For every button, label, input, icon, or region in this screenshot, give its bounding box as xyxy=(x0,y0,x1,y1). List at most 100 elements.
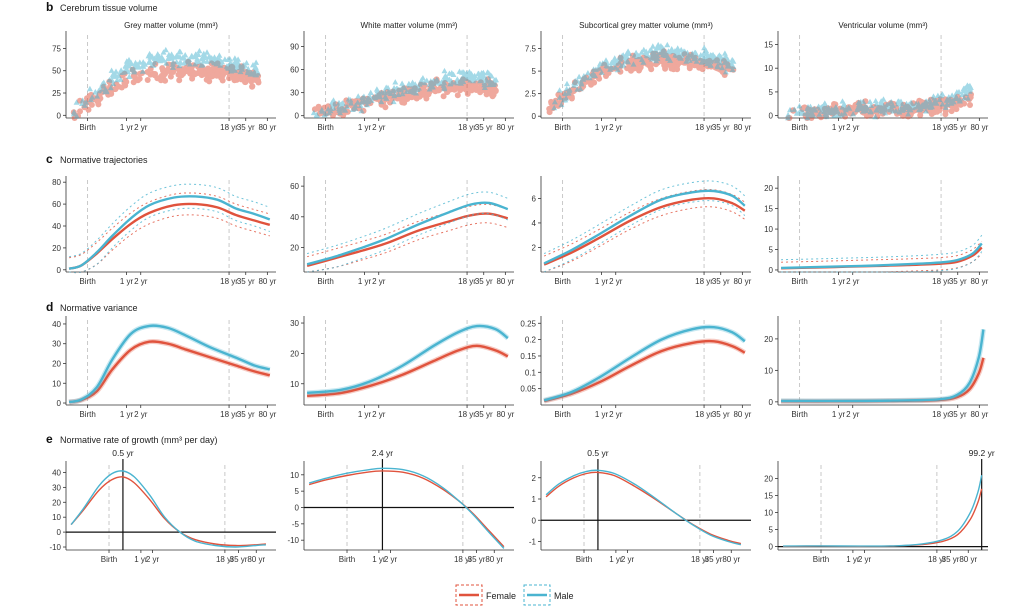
y-tick-label-b-ventricular-2: 10 xyxy=(764,64,773,73)
x-tick-label-e-grey-1: 1 yr xyxy=(134,555,148,564)
y-tick-label-c-white-1: 40 xyxy=(290,213,299,222)
point-b-grey-m-117 xyxy=(147,54,154,60)
x-tick-label-c-subcortical-1: 1 yr xyxy=(595,277,609,286)
y-tick-label-d-white-0: 10 xyxy=(290,380,299,389)
point-b-ventricular-m-188 xyxy=(965,95,971,101)
point-b-subcortical-m-131 xyxy=(631,52,638,58)
point-b-ventricular-m-54 xyxy=(939,101,946,107)
x-tick-label-e-grey-5: 80 yr xyxy=(247,555,265,564)
y-tick-label-c-subcortical-0: 2 xyxy=(532,243,537,252)
point-b-subcortical-m-173 xyxy=(697,52,704,58)
point-b-subcortical-m-225 xyxy=(725,62,732,69)
point-b-white-m-163 xyxy=(491,77,498,83)
band-lower-female-c-subcortical xyxy=(543,206,746,273)
point-b-ventricular-m-101 xyxy=(842,106,849,113)
point-b-ventricular-m-216 xyxy=(850,111,857,117)
point-b-grey-m-161 xyxy=(160,49,167,55)
point-b-white-m-54 xyxy=(441,67,448,74)
point-b-subcortical-m-194 xyxy=(603,59,610,65)
x-tick-label-e-subcortical-4: 35 yr xyxy=(705,555,723,564)
y-tick-label-d-subcortical-1: 0.1 xyxy=(525,368,537,377)
point-b-grey-m-65 xyxy=(196,47,203,54)
y-tick-label-b-subcortical-2: 5 xyxy=(532,67,537,76)
y-tick-label-b-white-3: 90 xyxy=(290,43,299,52)
point-b-grey-f-205 xyxy=(251,76,258,83)
y-tick-label-c-white-2: 60 xyxy=(290,182,299,191)
point-b-white-f-226 xyxy=(421,92,428,98)
point-b-subcortical-m-5 xyxy=(649,43,656,49)
x-tick-label-d-subcortical-4: 35 yr xyxy=(712,410,730,419)
point-b-subcortical-m-166 xyxy=(620,62,627,68)
point-b-ventricular-m-100 xyxy=(796,103,803,109)
x-tick-label-d-grey-2: 2 yr xyxy=(134,410,148,419)
line-male-e-white xyxy=(308,467,505,549)
x-tick-label-e-ventricular-3: 18 yr xyxy=(928,555,946,564)
point-b-subcortical-m-116 xyxy=(614,66,621,73)
point-b-white-f-213 xyxy=(432,88,439,95)
x-tick-label-c-grey-3: 18 yr xyxy=(220,277,238,286)
point-b-white-m-142 xyxy=(401,84,408,91)
peak-label-e-ventricular: 99.2 yr xyxy=(969,448,995,458)
point-b-subcortical-m-133 xyxy=(717,60,724,66)
point-b-ventricular-m-178 xyxy=(804,114,811,121)
panel-b-ventricular: Ventricular volume (mm³) 0 5 10 15 Birth 1 yr 2… xyxy=(764,21,988,132)
point-b-white-m-202 xyxy=(358,99,365,105)
point-b-grey-m-197 xyxy=(132,59,139,66)
x-tick-label-d-subcortical-3: 18 yr xyxy=(695,410,713,419)
panel-title-b-grey: Grey matter volume (mm³) xyxy=(124,21,218,30)
point-b-subcortical-m-218 xyxy=(677,55,684,61)
x-tick-label-e-subcortical-3: 18 yr xyxy=(691,555,709,564)
line-male-e-ventricular xyxy=(783,475,983,547)
point-b-ventricular-m-214 xyxy=(804,104,811,110)
point-b-ventricular-m-228 xyxy=(907,103,914,110)
point-b-ventricular-m-220 xyxy=(811,105,818,112)
x-tick-label-b-grey-4: 35 yr xyxy=(237,123,255,132)
point-b-grey-m-202 xyxy=(234,59,241,65)
point-b-grey-m-167 xyxy=(177,49,184,55)
point-b-white-f-167 xyxy=(382,104,389,111)
point-b-ventricular-m-219 xyxy=(933,100,940,106)
y-tick-label-d-grey-1: 10 xyxy=(52,379,61,388)
point-b-subcortical-m-191 xyxy=(643,48,650,54)
point-b-subcortical-f-181 xyxy=(588,81,594,88)
point-b-subcortical-m-216 xyxy=(658,48,665,54)
point-b-white-m-30 xyxy=(319,108,325,114)
point-b-grey-m-218 xyxy=(200,50,207,56)
point-b-white-m-118 xyxy=(378,98,385,105)
point-b-grey-m-201 xyxy=(253,67,260,74)
point-b-grey-f-98 xyxy=(88,101,95,108)
point-b-grey-m-101 xyxy=(245,65,252,72)
peak-label-e-subcortical: 0.5 yr xyxy=(587,448,608,458)
point-b-subcortical-f-227 xyxy=(662,63,668,70)
x-tick-label-d-subcortical-1: 1 yr xyxy=(595,410,609,419)
point-b-grey-f-150 xyxy=(144,77,151,83)
x-tick-label-e-white-2: 2 yr xyxy=(384,555,398,564)
x-tick-label-e-grey-2: 2 yr xyxy=(146,555,160,564)
point-b-white-m-114 xyxy=(358,107,365,114)
y-tick-label-d-white-1: 20 xyxy=(290,349,299,358)
y-tick-label-b-white-2: 60 xyxy=(290,66,299,75)
point-b-white-m-187 xyxy=(374,90,381,96)
line-female-c-grey xyxy=(68,202,271,270)
x-tick-label-e-white-5: 80 yr xyxy=(485,555,503,564)
point-b-ventricular-m-138 xyxy=(890,108,897,114)
point-b-subcortical-f-213 xyxy=(674,66,681,73)
point-b-subcortical-m-179 xyxy=(648,47,655,53)
y-tick-label-e-white-3: 5 xyxy=(295,487,300,496)
point-b-white-m-220 xyxy=(418,77,425,83)
point-b-white-m-169 xyxy=(475,70,482,77)
y-tick-label-d-subcortical-4: 0.25 xyxy=(520,319,536,328)
point-b-white-m-110 xyxy=(429,84,436,90)
y-tick-label-e-white-4: 10 xyxy=(290,471,299,480)
point-b-grey-f-184 xyxy=(188,66,195,73)
point-b-grey-m-17 xyxy=(204,49,210,55)
legend-male-label: Male xyxy=(554,591,574,601)
point-b-white-m-186 xyxy=(478,74,485,80)
point-b-subcortical-m-44 xyxy=(719,64,726,71)
point-b-ventricular-m-197 xyxy=(895,98,902,104)
point-b-white-m-184 xyxy=(381,88,388,94)
x-tick-label-e-subcortical-2: 2 yr xyxy=(621,555,635,564)
panel-b-subcortical: Subcortical grey matter volume (mm³) 0 2.5… xyxy=(525,21,752,132)
